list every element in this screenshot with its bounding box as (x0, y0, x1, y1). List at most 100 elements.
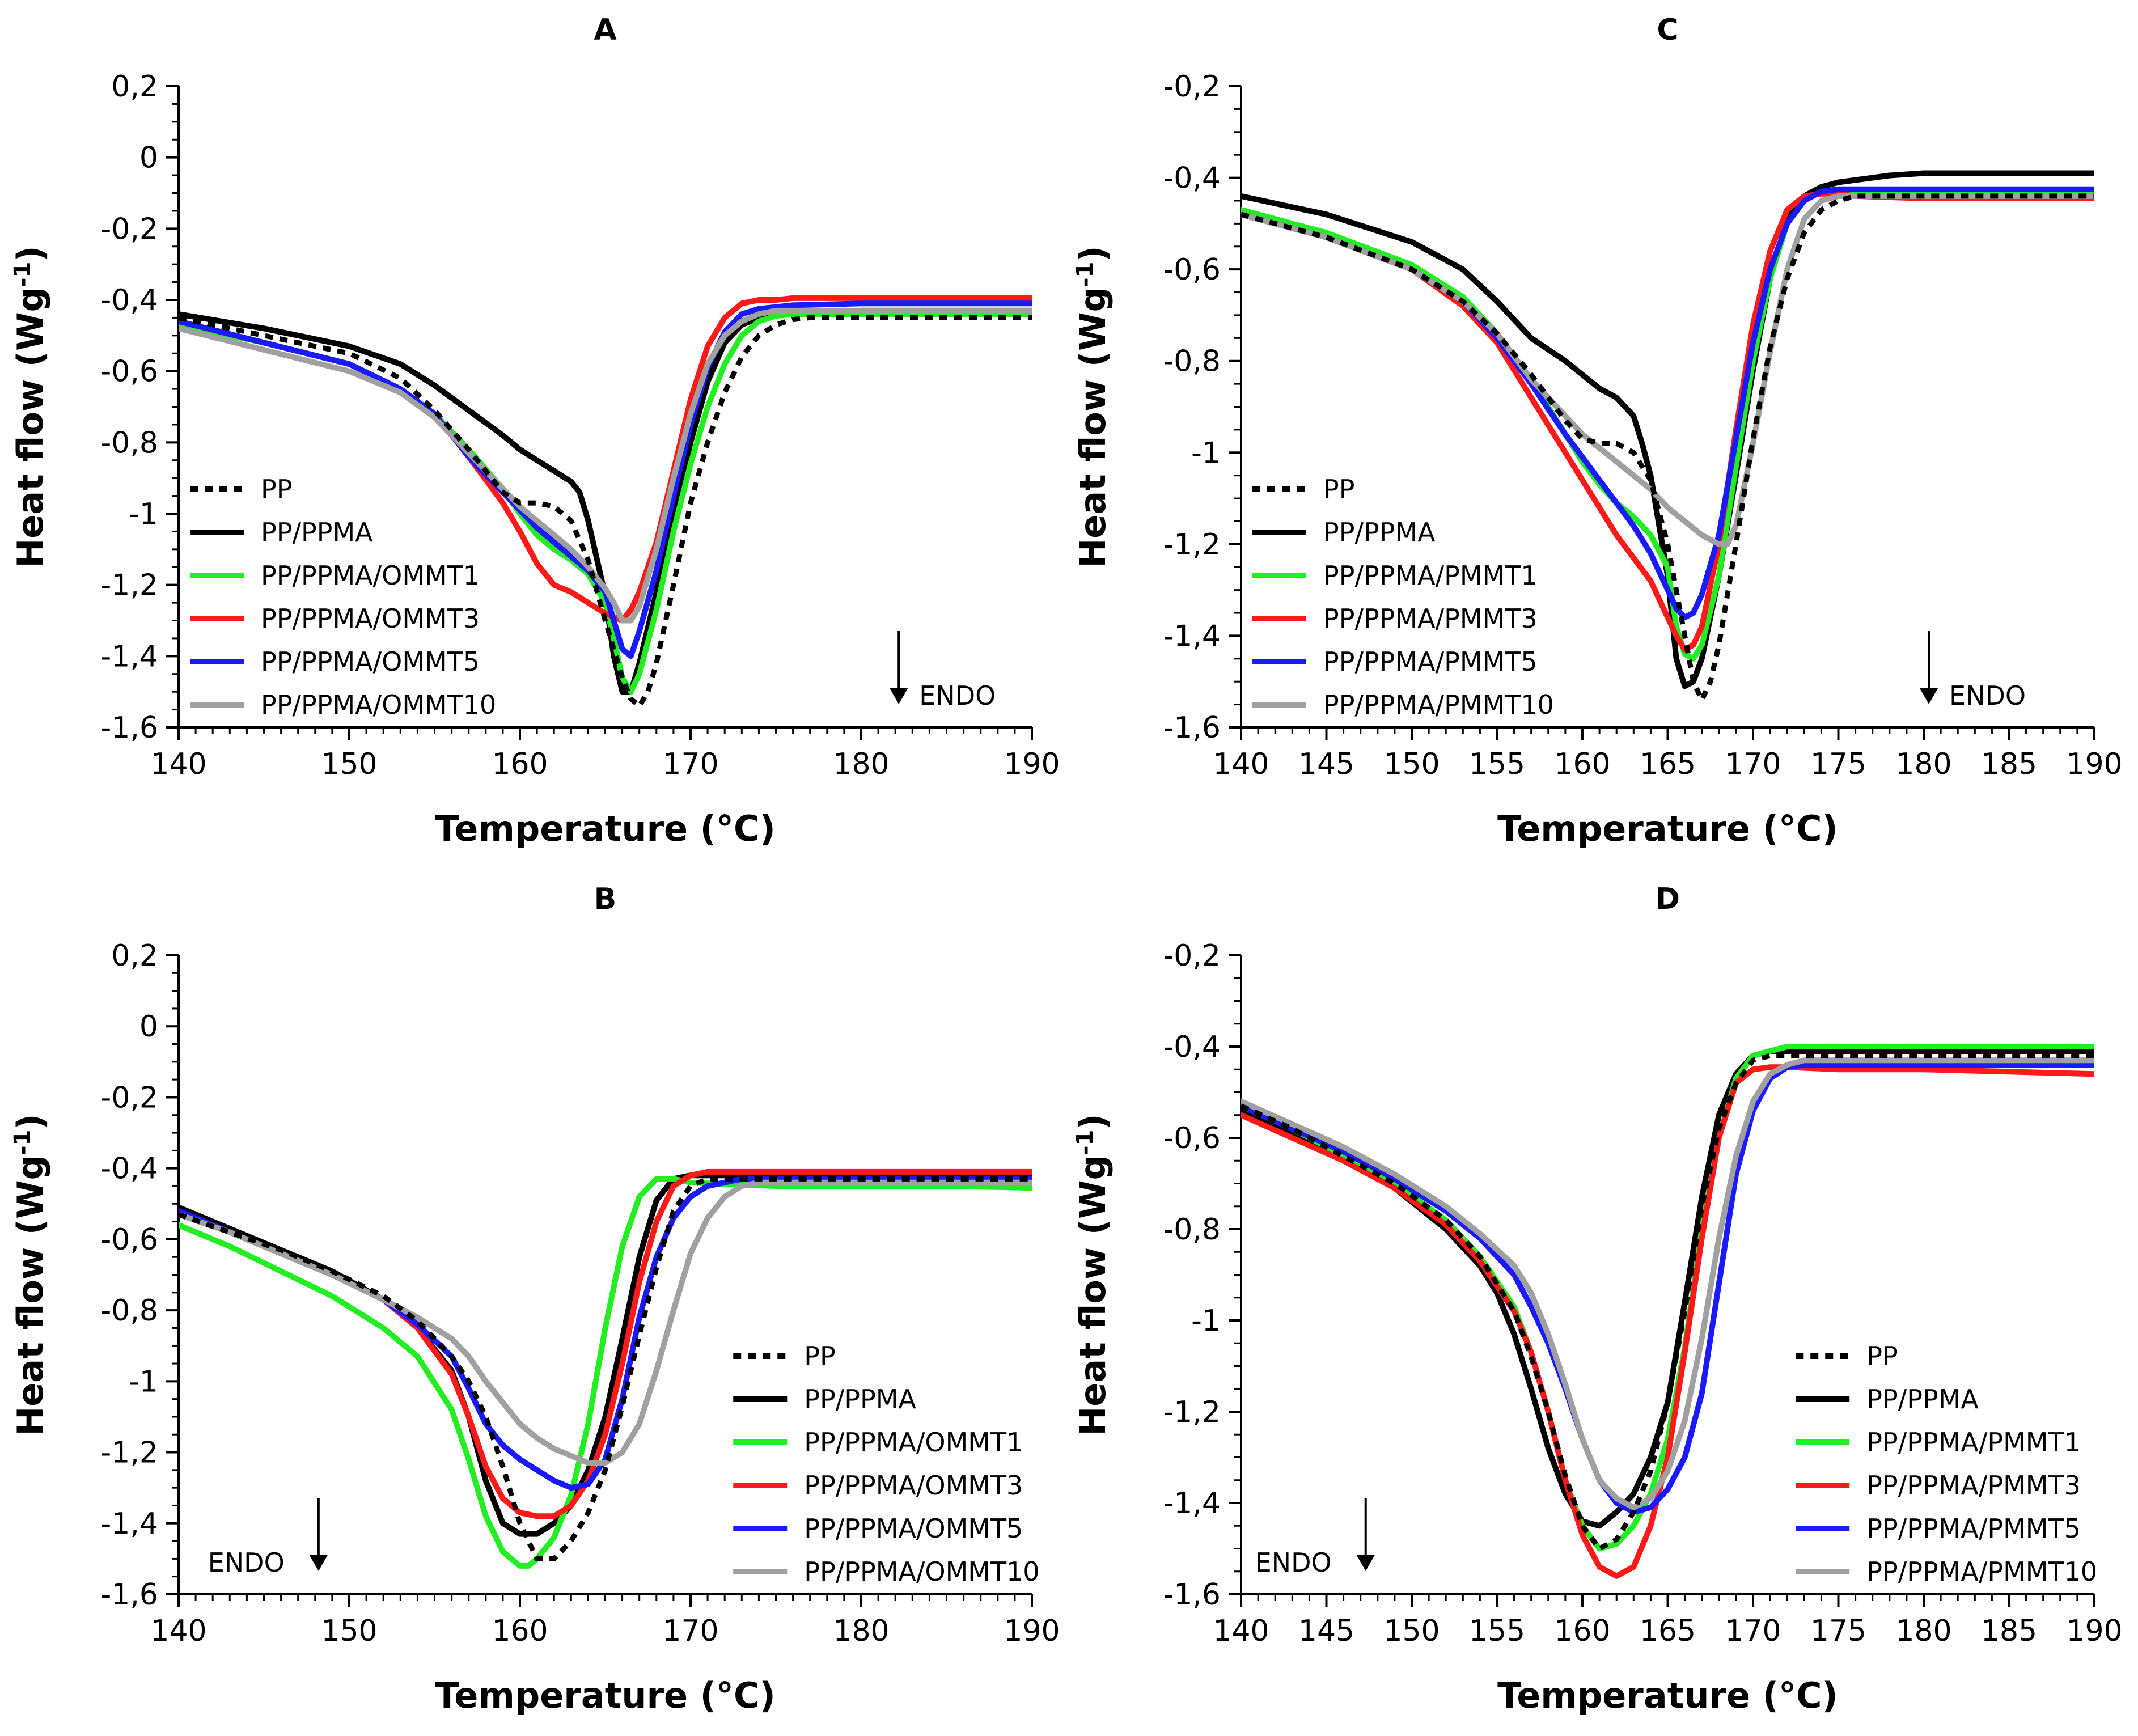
legend-label: PP (804, 1341, 835, 1371)
endo-arrow-icon (1356, 1555, 1375, 1571)
x-tick-label: 175 (1810, 747, 1866, 781)
series-line-pp (1241, 1053, 2094, 1551)
series-line-pp-ppma-ommt1 (179, 1176, 1032, 1569)
legend-label: PP/PPMA/OMMT1 (804, 1427, 1023, 1458)
x-tick-label: 165 (1640, 747, 1696, 781)
series-group (1241, 170, 2094, 702)
x-tick-label: 170 (662, 1614, 718, 1648)
endo-label: ENDO (208, 1547, 285, 1578)
legend-label: PP/PPMA/OMMT3 (261, 603, 480, 634)
y-tick-label: -1,4 (1163, 619, 1221, 653)
legend-label: PP/PPMA (1866, 1384, 1979, 1415)
y-tick-label: -0,4 (101, 283, 158, 317)
series-group (1241, 1044, 2094, 1579)
y-axis-label: Heat flow (Wg-1) (10, 245, 51, 568)
x-tick-label: 190 (2066, 747, 2122, 781)
series-line-pp-ppma (1241, 170, 2094, 689)
x-tick-label: 190 (1004, 747, 1060, 781)
x-tick-label: 160 (492, 747, 548, 781)
legend-label: PP/PPMA/OMMT1 (261, 560, 480, 591)
y-tick-label: -0,2 (101, 1081, 158, 1115)
y-tick-label: -1 (129, 497, 158, 531)
y-tick-label: -1,2 (1163, 528, 1221, 562)
x-tick-label: 180 (1895, 747, 1951, 781)
panel-title: A (594, 13, 616, 47)
y-tick-label: 0,2 (111, 939, 158, 973)
legend-label: PP (1323, 474, 1354, 505)
endo-label: ENDO (1255, 1547, 1332, 1578)
legend-label: PP/PPMA (261, 517, 373, 548)
legend-label: PP/PPMA/PMMT10 (1323, 689, 1554, 720)
legend-label: PP/PPMA/PMMT5 (1323, 646, 1538, 677)
y-axis-label-sup: -1 (1072, 1130, 1098, 1155)
legend-label: PP/PPMA (1323, 517, 1436, 548)
y-axis-label: Heat flow (Wg-1) (1072, 245, 1114, 568)
legend-label: PP/PPMA/PMMT3 (1323, 603, 1538, 634)
y-tick-label: -1,6 (1163, 1578, 1221, 1612)
series-line-pp-ppma-pmmt5 (1241, 1062, 2094, 1515)
x-tick-label: 180 (1895, 1614, 1951, 1648)
x-tick-label: 170 (1725, 1614, 1781, 1648)
x-tick-label: 155 (1469, 747, 1525, 781)
series-group (179, 295, 1032, 709)
y-axis-label-close: ) (10, 1113, 51, 1129)
x-tick-label: 185 (1981, 747, 2037, 781)
x-tick-label: 145 (1298, 1614, 1354, 1648)
x-tick-label: 155 (1469, 1614, 1525, 1648)
series-line-pp (1241, 193, 2094, 702)
endo-arrow-icon (890, 688, 908, 704)
y-tick-label: -0,2 (1163, 70, 1221, 104)
y-tick-label: -1 (129, 1365, 158, 1399)
y-tick-label: -0,2 (101, 212, 158, 246)
x-tick-label: 190 (1004, 1614, 1060, 1648)
y-tick-label: -1,6 (101, 1578, 158, 1612)
panel-title: C (1657, 13, 1678, 47)
x-tick-label: 160 (1554, 747, 1610, 781)
x-tick-label: 185 (1981, 1614, 2037, 1648)
y-tick-label: 0,2 (111, 70, 158, 104)
y-axis-label-close: ) (10, 245, 51, 261)
y-tick-label: -0,6 (1163, 1121, 1221, 1155)
series-group (179, 1168, 1032, 1569)
y-tick-label: -1 (1191, 436, 1221, 470)
legend: PP PP/PPMA PP/PPMA/PMMT1 PP/PPMA/PMMT3 PP/PP… (1796, 1341, 2097, 1587)
y-tick-label: -0,8 (101, 1294, 158, 1328)
y-axis-label: Heat flow (Wg-1) (1072, 1113, 1114, 1436)
panel-title: B (594, 882, 617, 916)
legend-label: PP/PPMA/PMMT5 (1866, 1513, 2081, 1544)
y-tick-label: 0 (139, 141, 158, 175)
y-tick-label: -0,4 (101, 1152, 158, 1186)
x-tick-label: 180 (833, 1614, 889, 1648)
x-axis-label: Temperature (°C) (435, 1675, 776, 1716)
endo-arrow-icon (309, 1555, 328, 1571)
series-line-pp-ppma (179, 307, 1032, 695)
x-tick-label: 150 (1383, 747, 1440, 781)
x-tick-label: 140 (1213, 1614, 1269, 1648)
y-axis-label-main: Heat flow (Wg (10, 1155, 51, 1436)
y-tick-label: -0,4 (1163, 162, 1221, 196)
y-tick-label: -1,4 (101, 1507, 158, 1541)
legend-label: PP/PPMA/OMMT3 (804, 1470, 1023, 1501)
series-line-pp (179, 1176, 1032, 1561)
legend: PP PP/PPMA PP/PPMA/OMMT1 PP/PPMA/OMMT3 PP/PP… (733, 1341, 1040, 1587)
x-tick-label: 145 (1298, 747, 1354, 781)
y-tick-label: 0 (139, 1010, 158, 1044)
endo-label: ENDO (1949, 680, 2026, 711)
x-tick-label: 180 (833, 747, 889, 781)
y-tick-label: -0,8 (1163, 345, 1221, 379)
series-line-pp-ppma-ommt1 (179, 311, 1032, 695)
y-tick-label: -1,2 (101, 569, 158, 603)
y-axis-label-main: Heat flow (Wg (1072, 1155, 1114, 1436)
legend: PP PP/PPMA PP/PPMA/OMMT1 PP/PPMA/OMMT3 PP/PP… (190, 474, 496, 720)
legend-label: PP/PPMA/PMMT1 (1866, 1427, 2081, 1458)
y-axis-label-sup: -1 (10, 262, 36, 287)
x-tick-label: 160 (492, 1614, 548, 1648)
y-tick-label: -0,6 (1163, 253, 1221, 287)
y-tick-label: -1,2 (1163, 1395, 1221, 1429)
series-line-pp-ppma-ommt10 (179, 307, 1032, 624)
y-axis-label-main: Heat flow (Wg (10, 287, 51, 568)
x-tick-label: 170 (1725, 747, 1781, 781)
y-tick-label: -0,6 (101, 355, 158, 389)
y-tick-label: -1,2 (101, 1436, 158, 1470)
